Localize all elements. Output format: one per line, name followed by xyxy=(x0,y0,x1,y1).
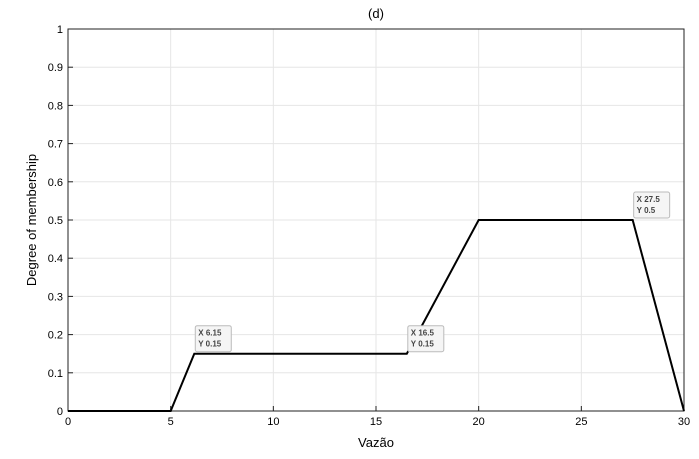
y-tick-label: 0 xyxy=(57,406,63,418)
x-tick-label: 15 xyxy=(370,416,382,428)
datatip-x: X 27.5 xyxy=(637,195,661,204)
datatip-x: X 6.15 xyxy=(198,329,222,338)
x-tick-label: 5 xyxy=(168,416,174,428)
y-tick-label: 1 xyxy=(57,24,63,36)
y-tick-label: 0.6 xyxy=(48,177,63,189)
plot-frame xyxy=(67,28,685,412)
datatip-x: X 16.5 xyxy=(411,329,435,338)
series-line xyxy=(68,219,685,412)
datatip-box xyxy=(407,325,445,353)
y-axis-label: Degree of membership xyxy=(24,154,39,286)
x-axis-label: Vazão xyxy=(358,435,394,450)
datatip-box xyxy=(633,191,671,219)
datatip-box xyxy=(194,325,232,353)
y-tick-label: 0.9 xyxy=(48,62,63,74)
y-tick-label: 0.1 xyxy=(48,368,63,380)
x-tick-label: 25 xyxy=(575,416,587,428)
y-tick-label: 0.7 xyxy=(48,139,63,151)
y-tick-label: 0.5 xyxy=(48,215,63,227)
y-tick-label: 0.4 xyxy=(48,253,63,265)
x-tick-label: 0 xyxy=(65,416,71,428)
y-tick-label: 0.3 xyxy=(48,291,63,303)
y-tick-label: 0.2 xyxy=(48,330,63,342)
x-tick-label: 20 xyxy=(473,416,485,428)
chart-title: (d) xyxy=(368,6,384,21)
datatip-y: Y 0.15 xyxy=(198,340,222,349)
datatip-y: Y 0.15 xyxy=(411,340,435,349)
y-tick-label: 0.8 xyxy=(48,100,63,112)
x-tick-label: 10 xyxy=(267,416,279,428)
x-tick-label: 30 xyxy=(678,416,690,428)
datatip-y: Y 0.5 xyxy=(637,206,656,215)
